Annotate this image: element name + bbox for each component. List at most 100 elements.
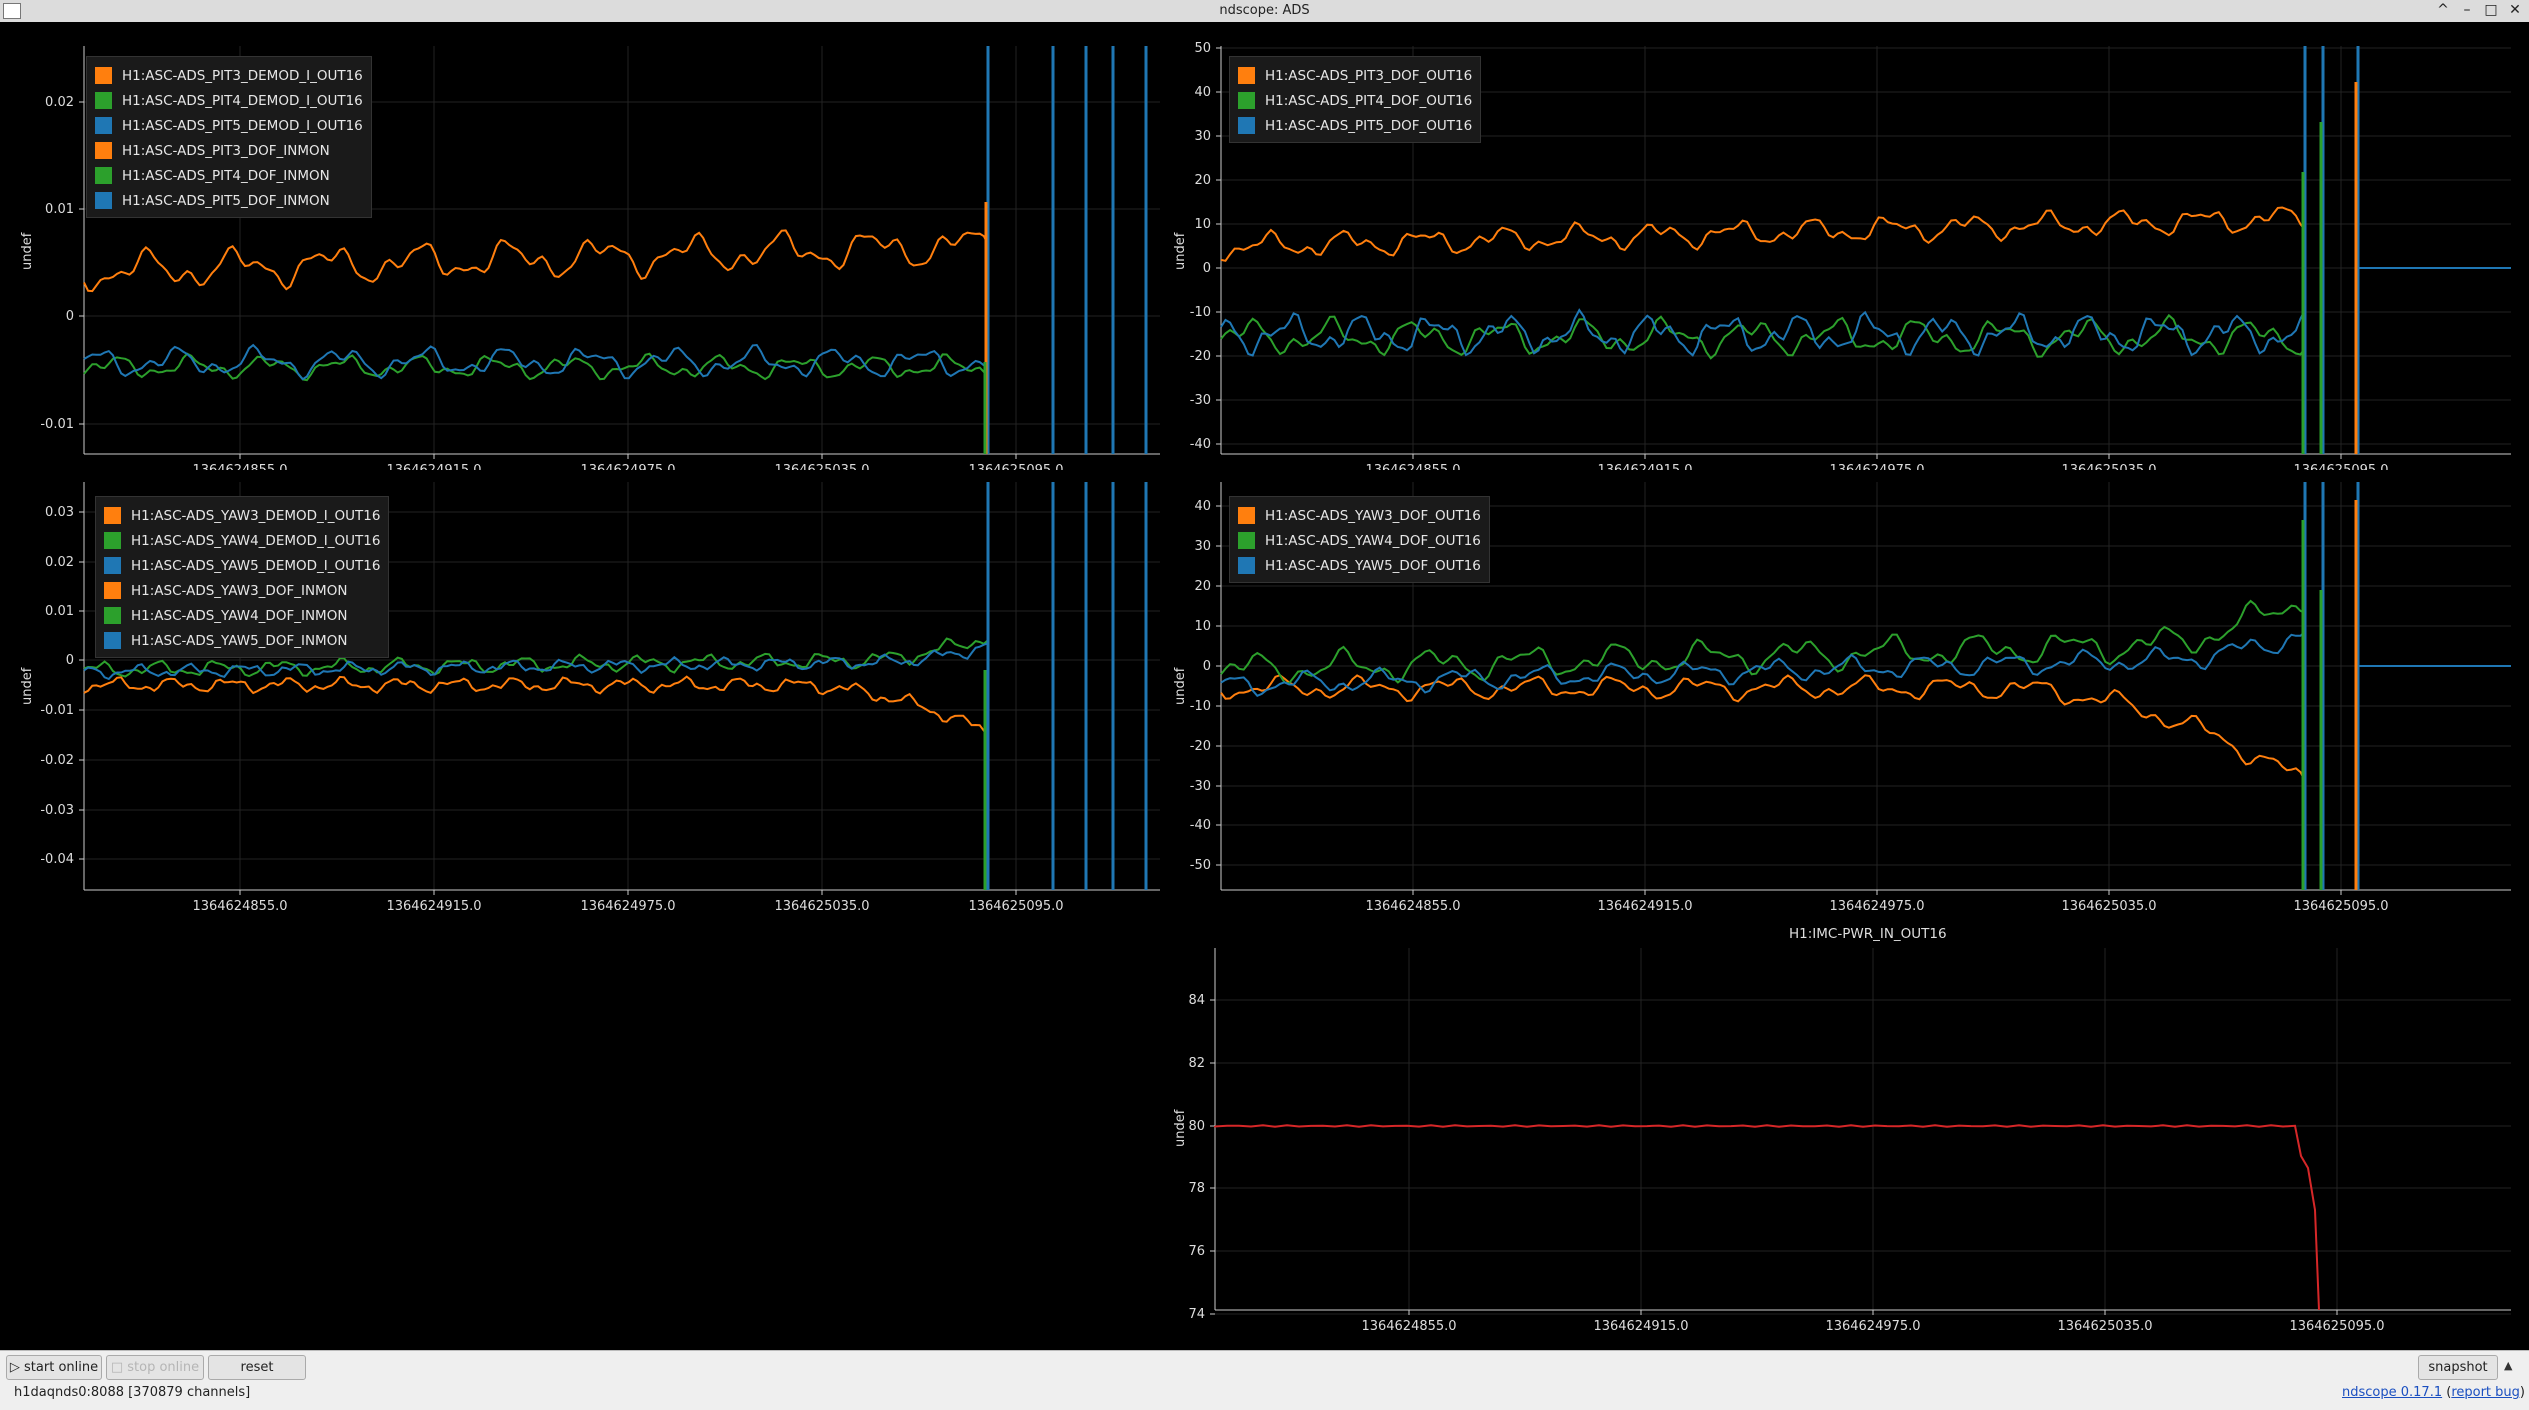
x-tick-label: 1364624855.0 xyxy=(192,899,287,910)
y-tick-label: -0.01 xyxy=(40,417,74,432)
app-icon xyxy=(3,3,21,19)
x-tick-label: 1364625035.0 xyxy=(774,899,869,910)
trace-yaw3-dof xyxy=(1220,674,2306,782)
plot-yaw-dof-canvas[interactable]: 40 30 20 10 0 -10 -20 -30 -40 -50 1364624855.0 1364… xyxy=(1165,470,2529,910)
plot-legend[interactable]: H1:ASC-ADS_PIT3_DOF_OUT16 H1:ASC-ADS_PIT… xyxy=(1229,56,1482,143)
y-tick-label: 30 xyxy=(1194,539,1211,554)
legend-item[interactable]: H1:ASC-ADS_YAW5_DOF_INMON xyxy=(104,628,380,653)
y-axis-label: undef xyxy=(1173,667,1188,705)
legend-item[interactable]: H1:ASC-ADS_YAW4_DOF_INMON xyxy=(104,603,380,628)
legend-item[interactable]: H1:ASC-ADS_YAW4_DOF_OUT16 xyxy=(1238,528,1481,553)
legend-item[interactable]: H1:ASC-ADS_PIT3_DEMOD_I_OUT16 xyxy=(95,63,363,88)
legend-swatch xyxy=(1238,507,1255,524)
y-tick-label: -20 xyxy=(1190,349,1211,364)
plot-pit-dof[interactable]: 50 40 30 20 10 0 -10 -20 -30 -40 1364624855.0 13646… xyxy=(1165,22,2529,470)
legend-swatch xyxy=(104,507,121,524)
y-tick-label: 82 xyxy=(1188,1056,1205,1071)
x-tick-label: 1364624855.0 xyxy=(1365,899,1460,910)
y-axis-label: undef xyxy=(1173,232,1188,270)
legend-item[interactable]: H1:ASC-ADS_YAW3_DOF_INMON xyxy=(104,578,380,603)
window-minimize-button[interactable]: – xyxy=(2463,2,2471,18)
y-tick-label: 0.03 xyxy=(45,505,74,520)
x-tick-label: 1364624915.0 xyxy=(386,463,481,470)
report-bug-link[interactable]: report bug xyxy=(2451,1385,2520,1400)
y-tick-label: 80 xyxy=(1188,1119,1205,1134)
version-link[interactable]: ndscope 0.17.1 xyxy=(2342,1385,2443,1400)
y-tick-label: -0.04 xyxy=(40,852,74,867)
stop-online-label: stop online xyxy=(127,1360,200,1375)
legend-item[interactable]: H1:ASC-ADS_YAW5_DOF_OUT16 xyxy=(1238,553,1481,578)
legend-item[interactable]: H1:ASC-ADS_PIT4_DEMOD_I_OUT16 xyxy=(95,88,363,113)
window-title: ndscope: ADS xyxy=(1219,3,1310,18)
plot-yaw-demod-canvas[interactable]: 0.03 0.02 0.01 0 -0.01 -0.02 -0.03 -0.04 1364624… xyxy=(0,470,1165,910)
y-axis-label: undef xyxy=(20,667,35,705)
y-tick-label: 40 xyxy=(1194,499,1211,514)
x-tick-label: 1364625095.0 xyxy=(2289,1319,2384,1334)
legend-item[interactable]: H1:ASC-ADS_PIT4_DOF_INMON xyxy=(95,163,363,188)
expand-icon[interactable]: ▲ xyxy=(2504,1359,2513,1372)
legend-label: H1:ASC-ADS_PIT3_DOF_INMON xyxy=(122,142,330,159)
y-tick-label: -40 xyxy=(1190,818,1211,833)
trace-yaw5-dof xyxy=(1220,630,2306,698)
legend-label: H1:ASC-ADS_PIT5_DOF_OUT16 xyxy=(1265,117,1473,134)
window-maximize-button[interactable]: □ xyxy=(2484,2,2498,18)
x-tick-label: 1364624975.0 xyxy=(1829,899,1924,910)
legend-label: H1:ASC-ADS_YAW4_DOF_INMON xyxy=(131,607,348,624)
snapshot-button[interactable]: snapshot xyxy=(2418,1355,2498,1380)
legend-item[interactable]: H1:ASC-ADS_PIT5_DOF_OUT16 xyxy=(1238,113,1472,138)
start-online-button[interactable]: ▷ start online xyxy=(6,1355,102,1380)
reset-button[interactable]: reset xyxy=(208,1355,306,1380)
legend-item[interactable]: H1:ASC-ADS_YAW3_DEMOD_I_OUT16 xyxy=(104,503,380,528)
legend-item[interactable]: H1:ASC-ADS_YAW4_DEMOD_I_OUT16 xyxy=(104,528,380,553)
window-shade-button[interactable]: ^ xyxy=(2437,2,2449,18)
plot-pit-dof-canvas[interactable]: 50 40 30 20 10 0 -10 -20 -30 -40 1364624855.0 13646… xyxy=(1165,22,2529,470)
plot-yaw-dof[interactable]: 40 30 20 10 0 -10 -20 -30 -40 -50 1364624855.0 1364… xyxy=(1165,470,2529,910)
legend-label: H1:ASC-ADS_YAW5_DOF_INMON xyxy=(131,632,348,649)
version-info: ndscope 0.17.1 (report bug) xyxy=(2342,1385,2525,1400)
y-tick-label: -50 xyxy=(1190,858,1211,873)
x-tick-label: 1364624975.0 xyxy=(1825,1319,1920,1334)
stop-online-button[interactable]: □ stop online xyxy=(106,1355,204,1380)
plot-legend[interactable]: H1:ASC-ADS_YAW3_DEMOD_I_OUT16 H1:ASC-ADS… xyxy=(95,496,390,658)
legend-item[interactable]: H1:ASC-ADS_PIT3_DOF_INMON xyxy=(95,138,363,163)
y-axis-label: undef xyxy=(1173,1109,1188,1147)
plot-legend[interactable]: H1:ASC-ADS_YAW3_DOF_OUT16 H1:ASC-ADS_YAW… xyxy=(1229,496,1490,583)
plot-pit-demod-canvas[interactable]: 0.02 0.01 0 -0.01 1364624855.0 1364624915.0 13… xyxy=(0,22,1165,470)
y-tick-label: 0 xyxy=(1203,261,1211,276)
x-tick-label: 1364624915.0 xyxy=(1593,1319,1688,1334)
legend-item[interactable]: H1:ASC-ADS_PIT3_DOF_OUT16 xyxy=(1238,63,1472,88)
x-tick-label: 1364624855.0 xyxy=(192,463,287,470)
x-tick-label: 1364625035.0 xyxy=(2061,463,2156,470)
legend-swatch xyxy=(95,142,112,159)
plot-imc-canvas[interactable]: 84 82 80 78 76 74 1364624855.0 1364624915.0 1364… xyxy=(1165,910,2529,1350)
legend-label: H1:ASC-ADS_PIT4_DOF_INMON xyxy=(122,167,330,184)
x-tick-label: 1364624915.0 xyxy=(386,899,481,910)
y-tick-label: 0.01 xyxy=(45,202,74,217)
plot-yaw-demod[interactable]: 0.03 0.02 0.01 0 -0.01 -0.02 -0.03 -0.04 1364624… xyxy=(0,470,1165,910)
legend-item[interactable]: H1:ASC-ADS_PIT4_DOF_OUT16 xyxy=(1238,88,1472,113)
plot-imc-power[interactable]: 84 82 80 78 76 74 1364624855.0 1364624915.0 1364… xyxy=(1165,910,2529,1350)
x-tick-label: 1364624855.0 xyxy=(1365,463,1460,470)
x-tick-label: 1364625035.0 xyxy=(2057,1319,2152,1334)
x-tick-label: 1364624915.0 xyxy=(1597,463,1692,470)
y-tick-label: 20 xyxy=(1194,173,1211,188)
legend-swatch xyxy=(104,532,121,549)
legend-item[interactable]: H1:ASC-ADS_PIT5_DOF_INMON xyxy=(95,188,363,213)
legend-label: H1:ASC-ADS_YAW4_DEMOD_I_OUT16 xyxy=(131,532,381,549)
x-tick-label: 1364625095.0 xyxy=(2293,899,2388,910)
window-titlebar: ndscope: ADS ^ – □ ✕ xyxy=(0,0,2529,23)
legend-item[interactable]: H1:ASC-ADS_YAW5_DEMOD_I_OUT16 xyxy=(104,553,380,578)
plot-pit-demod[interactable]: 0.02 0.01 0 -0.01 1364624855.0 1364624915.0 13… xyxy=(0,22,1165,470)
legend-item[interactable]: H1:ASC-ADS_YAW3_DOF_OUT16 xyxy=(1238,503,1481,528)
legend-item[interactable]: H1:ASC-ADS_PIT5_DEMOD_I_OUT16 xyxy=(95,113,363,138)
plot-legend[interactable]: H1:ASC-ADS_PIT3_DEMOD_I_OUT16 H1:ASC-ADS… xyxy=(86,56,372,218)
y-tick-label: 0 xyxy=(1203,659,1211,674)
report-paren-close: ) xyxy=(2519,1385,2525,1400)
x-tick-label: 1364624975.0 xyxy=(580,463,675,470)
trace-pit5-dof xyxy=(1220,308,2306,357)
legend-label: H1:ASC-ADS_PIT4_DOF_OUT16 xyxy=(1265,92,1473,109)
legend-label: H1:ASC-ADS_PIT3_DEMOD_I_OUT16 xyxy=(122,67,363,84)
y-tick-label: 0.01 xyxy=(45,604,74,619)
x-tick-label: 1364625095.0 xyxy=(968,899,1063,910)
window-close-button[interactable]: ✕ xyxy=(2509,2,2521,18)
